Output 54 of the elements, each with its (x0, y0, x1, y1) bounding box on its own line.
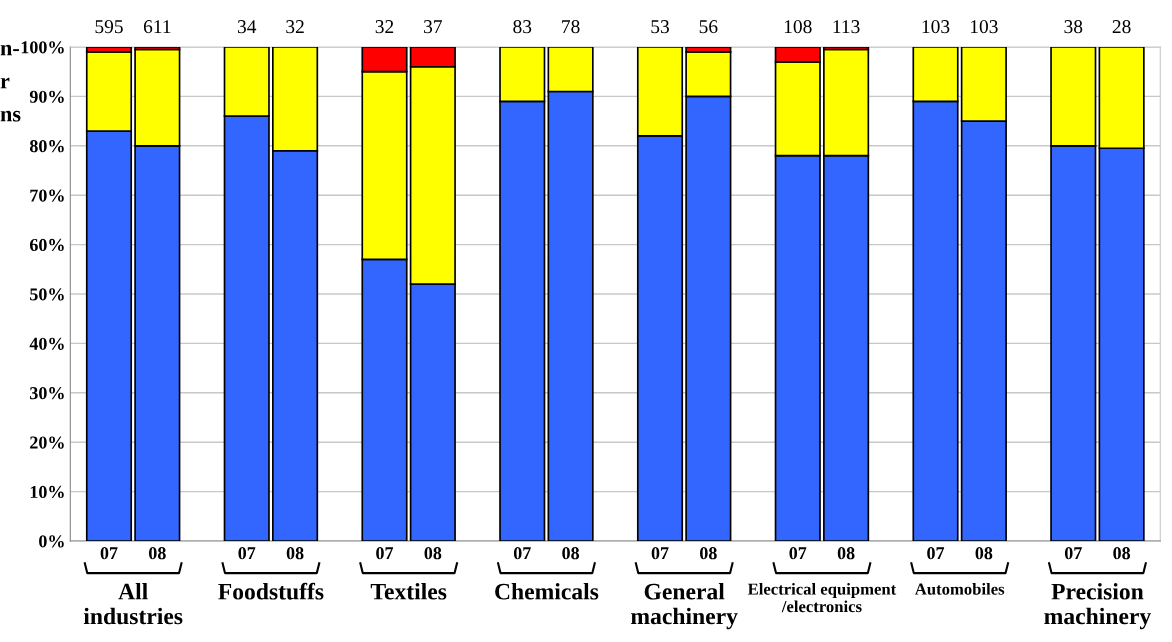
text: 78 (562, 20, 580, 34)
x-tick-label: 07 (513, 547, 531, 560)
y-tick-label: 40% (29, 337, 64, 350)
text: Precision machinery (1044, 582, 1151, 630)
text: General machinery (631, 582, 738, 630)
text: Electrical equipment /electronics (747, 582, 897, 613)
text: 56 (699, 20, 718, 34)
x-tick-label: 07 (651, 547, 669, 560)
text: Foodstuffs (218, 582, 324, 600)
y-tick-label: 80% (29, 140, 64, 153)
text: 103 (970, 20, 998, 34)
text: 83 (513, 20, 532, 34)
text: Textiles (370, 582, 447, 600)
x-tick-label: 07 (927, 547, 945, 560)
text: 611 (143, 20, 171, 34)
x-tick-label: 08 (424, 547, 442, 560)
y-tick-label: 50% (30, 288, 64, 301)
text: 32 (286, 20, 304, 34)
x-tick-label: 07 (789, 547, 807, 560)
x-tick-label: 07 (376, 547, 394, 560)
text: 113 (833, 20, 860, 34)
text: 37 (424, 20, 442, 34)
text: Chemicals (495, 582, 599, 600)
y-tick-label: 90% (29, 90, 64, 103)
x-tick-label: 08 (1113, 547, 1131, 560)
x-tick-label: 08 (148, 547, 166, 560)
y-tick-label: 70% (30, 189, 64, 202)
x-tick-label: 07 (238, 547, 256, 560)
text: 34 (237, 20, 257, 34)
x-tick-label: 08 (700, 547, 717, 560)
x-tick-label: 08 (562, 547, 580, 560)
x-tick-label: 08 (837, 547, 855, 560)
text: 28 (1112, 20, 1131, 34)
text: 108 (784, 20, 812, 34)
text: 53 (651, 20, 669, 34)
x-tick-label: 08 (286, 547, 304, 560)
y-tick-label: 60% (29, 238, 64, 252)
text: Automobiles (914, 582, 1005, 595)
y-tick-label: 10% (30, 485, 64, 499)
x-tick-label: 08 (975, 547, 993, 560)
y-tick-label: 30% (30, 387, 64, 400)
text: 103 (922, 20, 950, 34)
x-tick-label: 07 (1064, 547, 1082, 560)
text: 595 (95, 20, 123, 34)
y-tick-label: 0% (39, 535, 64, 548)
y-tick-label: 20% (30, 436, 64, 449)
text: 38 (1064, 20, 1083, 34)
y-tick-label: 100% (21, 41, 64, 54)
text: n- (0, 44, 19, 56)
text: ns (0, 110, 21, 122)
text: All industries (83, 582, 183, 625)
x-tick-label: 07 (100, 547, 118, 560)
text: 32 (375, 20, 394, 34)
text: r (0, 77, 10, 89)
